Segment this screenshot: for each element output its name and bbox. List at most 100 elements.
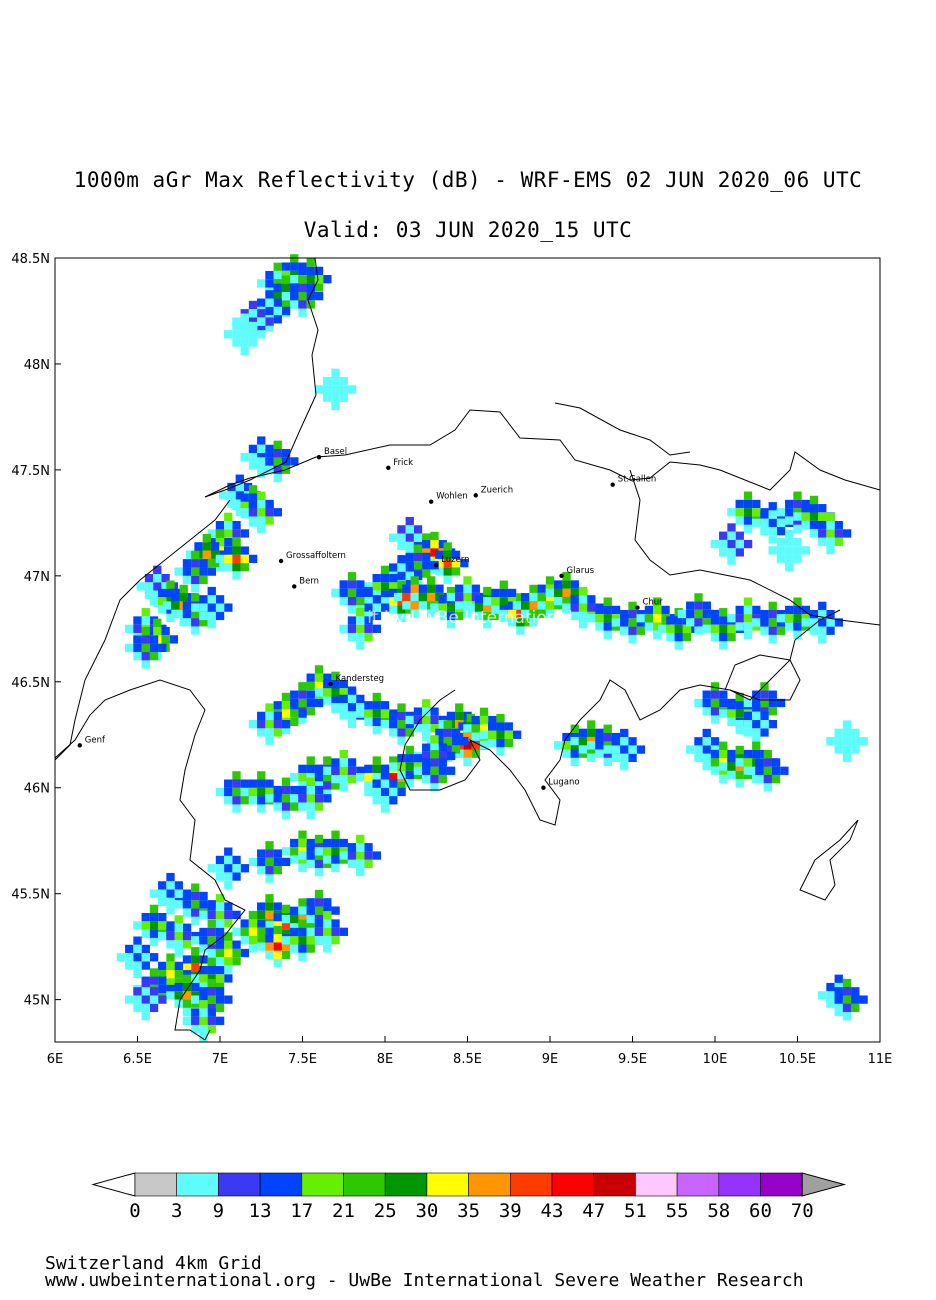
reflectivity-pixel xyxy=(785,508,794,517)
reflectivity-pixel xyxy=(644,605,654,615)
reflectivity-pixel xyxy=(397,555,406,564)
reflectivity-pixel xyxy=(235,491,244,500)
reflectivity-pixel xyxy=(380,764,390,773)
reflectivity-pixel xyxy=(273,794,282,803)
reflectivity-pixel xyxy=(347,703,357,712)
reflectivity-pixel xyxy=(248,461,258,470)
reflectivity-pixel xyxy=(149,889,159,898)
reflectivity-pixel xyxy=(331,781,340,790)
reflectivity-pixel xyxy=(347,859,357,868)
reflectivity-pixel xyxy=(232,787,241,797)
reflectivity-pixel xyxy=(240,796,249,805)
reflectivity-pixel xyxy=(257,779,266,788)
reflectivity-pixel xyxy=(405,770,414,779)
legend-label: 35 xyxy=(457,1200,480,1222)
reflectivity-pixel xyxy=(380,565,390,574)
reflectivity-pixel xyxy=(430,758,439,767)
reflectivity-pixel xyxy=(298,682,307,691)
reflectivity-pixel xyxy=(248,453,258,462)
reflectivity-cell xyxy=(207,847,249,889)
reflectivity-pixel xyxy=(166,984,175,994)
reflectivity-pixel xyxy=(323,376,332,386)
reflectivity-pixel xyxy=(372,709,381,718)
y-tick-label: 48N xyxy=(24,358,50,373)
reflectivity-pixel xyxy=(834,1003,843,1013)
reflectivity-pixel xyxy=(380,779,390,788)
reflectivity-pixel xyxy=(199,955,208,964)
reflectivity-pixel xyxy=(380,701,390,710)
reflectivity-pixel xyxy=(743,698,753,708)
reflectivity-pixel xyxy=(516,626,525,635)
legend-label: 0 xyxy=(129,1200,140,1222)
reflectivity-pixel xyxy=(339,694,348,704)
reflectivity-pixel xyxy=(174,970,183,979)
reflectivity-pixel xyxy=(760,728,769,737)
reflectivity-pixel xyxy=(405,552,414,562)
reflectivity-pixel xyxy=(281,810,291,820)
reflectivity-pixel xyxy=(235,474,244,483)
reflectivity-pixel xyxy=(174,948,183,957)
reflectivity-pixel xyxy=(364,624,373,633)
reflectivity-pixel xyxy=(826,610,835,619)
reflectivity-pixel xyxy=(281,777,291,786)
reflectivity-pixel xyxy=(257,516,266,525)
reflectivity-pixel xyxy=(141,608,150,617)
reflectivity-pixel xyxy=(281,794,291,803)
reflectivity-pixel xyxy=(545,609,555,618)
reflectivity-pixel xyxy=(743,524,753,534)
reflectivity-pixel xyxy=(273,934,282,943)
reflectivity-pixel xyxy=(149,597,159,606)
reflectivity-pixel xyxy=(422,552,431,562)
reflectivity-pixel xyxy=(702,624,711,633)
reflectivity-pixel xyxy=(768,690,777,699)
reflectivity-pixel xyxy=(323,944,332,953)
reflectivity-pixel xyxy=(314,834,324,844)
reflectivity-pixel xyxy=(474,611,484,621)
reflectivity-pixel xyxy=(290,923,299,932)
reflectivity-pixel xyxy=(248,796,258,805)
y-tick-label: 45N xyxy=(24,994,50,1009)
reflectivity-pixel xyxy=(356,624,365,633)
reflectivity-pixel xyxy=(455,611,464,621)
reflectivity-pixel xyxy=(483,603,492,612)
reflectivity-pixel xyxy=(215,936,225,945)
reflectivity-pixel xyxy=(405,516,414,526)
reflectivity-pixel xyxy=(347,632,357,642)
reflectivity-pixel xyxy=(273,921,282,930)
reflectivity-pixel xyxy=(232,546,241,555)
reflectivity-pixel xyxy=(504,730,513,739)
reflectivity-pixel xyxy=(248,338,258,347)
reflectivity-pixel xyxy=(248,911,258,920)
reflectivity-pixel xyxy=(182,940,192,949)
reflectivity-pixel xyxy=(347,616,357,625)
reflectivity-pixel xyxy=(248,321,258,331)
reflectivity-pixel xyxy=(257,796,266,805)
city-dot xyxy=(77,743,82,748)
legend-swatch xyxy=(760,1172,803,1197)
reflectivity-pixel xyxy=(323,911,332,920)
reflectivity-pixel xyxy=(793,605,802,615)
reflectivity-pixel xyxy=(834,974,843,983)
reflectivity-pixel xyxy=(162,601,172,610)
reflectivity-pixel xyxy=(776,508,786,517)
reflectivity-pixel xyxy=(719,641,728,650)
reflectivity-pixel xyxy=(785,554,794,563)
reflectivity-pixel xyxy=(158,643,167,653)
reflectivity-pixel xyxy=(257,902,266,911)
reflectivity-pixel xyxy=(611,737,621,746)
reflectivity-pixel xyxy=(372,772,381,782)
reflectivity-pixel xyxy=(405,525,414,534)
reflectivity-pixel xyxy=(323,794,332,803)
reflectivity-pixel xyxy=(529,601,538,610)
reflectivity-pixel xyxy=(603,605,612,615)
reflectivity-pixel xyxy=(405,715,414,725)
reflectivity-cell xyxy=(677,593,720,635)
legend-label: 13 xyxy=(249,1200,272,1222)
reflectivity-pixel xyxy=(504,722,513,731)
reflectivity-pixel xyxy=(620,762,629,771)
reflectivity-pixel xyxy=(380,804,390,813)
reflectivity-pixel xyxy=(207,595,216,604)
reflectivity-cell xyxy=(232,911,274,953)
city-dot xyxy=(386,465,391,470)
